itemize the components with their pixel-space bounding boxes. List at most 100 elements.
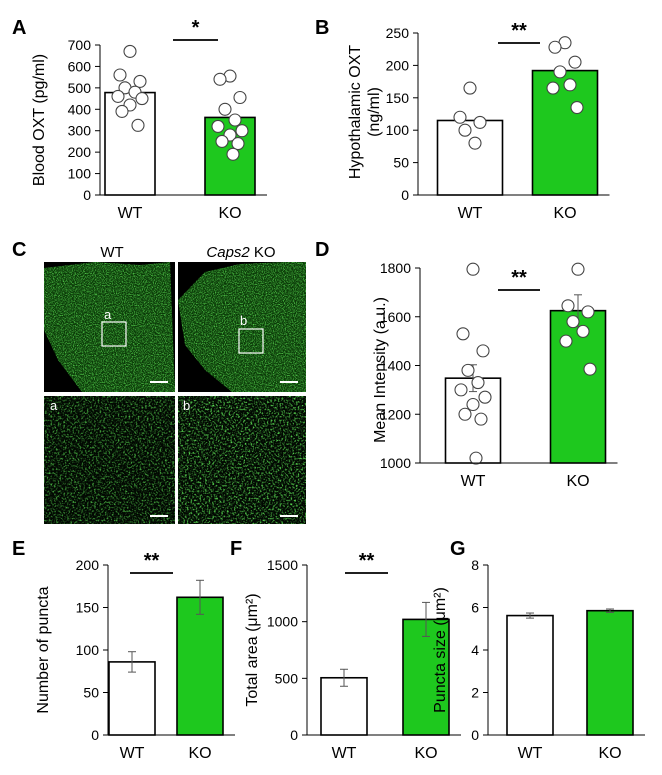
- data-point: [473, 115, 487, 129]
- inset-box-b: [238, 328, 264, 354]
- significance-marker: **: [144, 550, 160, 572]
- y-tick-label: 250: [386, 25, 410, 41]
- category-label-ko: KO: [566, 473, 589, 490]
- bar-ko: [402, 618, 450, 736]
- y-tick-label: 150: [386, 90, 410, 106]
- y-tick-label: 1000: [267, 614, 298, 630]
- data-point: [546, 81, 560, 95]
- scale-bar: [280, 515, 298, 517]
- y-tick-label: 1200: [380, 406, 411, 422]
- inset-box-a: [101, 321, 127, 347]
- bar-ko: [549, 309, 607, 464]
- data-point: [548, 40, 562, 54]
- data-point: [115, 104, 129, 118]
- scale-bar: [150, 381, 168, 383]
- y-tick-label: 6: [471, 600, 479, 616]
- chart-panel-e: E WT KO 0 50 100 150 200 Number of puncta **: [12, 538, 235, 762]
- y-tick-label: 50: [393, 155, 409, 171]
- category-label-wt: WT: [120, 745, 145, 762]
- y-tick-label: 400: [68, 101, 92, 117]
- y-tick-label: 1400: [380, 358, 411, 374]
- significance-marker: **: [511, 20, 527, 42]
- y-tick-label: 100: [76, 642, 100, 658]
- inset-label-b: b: [240, 313, 247, 328]
- y-axis-title: Puncta size (μm²): [432, 587, 449, 713]
- data-point: [226, 147, 240, 161]
- data-point: [456, 327, 470, 341]
- category-label-wt: WT: [461, 473, 486, 490]
- data-point: [553, 65, 567, 79]
- panel-c: C WT Caps2 KO a b: [12, 239, 306, 524]
- data-point: [453, 110, 467, 124]
- data-point: [583, 362, 597, 376]
- data-point: [566, 315, 580, 329]
- y-tick-label: 0: [83, 187, 91, 203]
- y-axis-title-line: (ng/ml): [366, 87, 383, 137]
- y-tick-label: 500: [68, 80, 92, 96]
- micrograph-wt-inset: a: [44, 396, 175, 524]
- significance-marker: **: [511, 267, 527, 289]
- bar-wt: [320, 676, 368, 736]
- category-label-wt: WT: [458, 205, 483, 222]
- data-point: [559, 334, 573, 348]
- y-axis-title: Mean Intensity (a.u.): [372, 297, 389, 443]
- y-axis-title: Number of puncta: [35, 586, 52, 713]
- panel-letter-g: G: [450, 538, 466, 560]
- data-point: [235, 124, 249, 138]
- data-point: [463, 81, 477, 95]
- data-point: [133, 74, 147, 88]
- data-point: [123, 44, 137, 58]
- micrograph-ko-inset: b: [178, 396, 306, 524]
- y-tick-label: 700: [68, 37, 92, 53]
- y-tick-label: 500: [275, 670, 299, 686]
- scale-bar: [150, 515, 168, 517]
- micrograph-column-label-ko: Caps2 KO: [206, 244, 275, 261]
- data-point: [215, 134, 229, 148]
- category-label-ko: KO: [598, 745, 621, 762]
- y-tick-label: 50: [83, 685, 99, 701]
- chart-panel-a: A WT KO 0 100 200 300 400 500 600 700 Blood OXT (pg…: [12, 17, 267, 222]
- micrograph-wt-overview: a: [44, 262, 175, 392]
- y-tick-label: 1800: [380, 260, 411, 276]
- bar-ko: [586, 609, 634, 736]
- panel-letter-b: B: [315, 17, 329, 39]
- y-tick-label: 1600: [380, 309, 411, 325]
- data-point: [466, 262, 480, 276]
- data-point: [213, 72, 227, 86]
- category-label-wt: WT: [118, 205, 143, 222]
- y-tick-label: 2: [471, 685, 479, 701]
- inset-label-a: a: [104, 307, 112, 322]
- data-point: [211, 119, 225, 133]
- y-tick-label: 200: [386, 57, 410, 73]
- bar-ko: [176, 596, 224, 736]
- data-point: [568, 55, 582, 69]
- y-tick-label: 0: [401, 187, 409, 203]
- data-point: [561, 299, 575, 313]
- y-tick-label: 0: [290, 727, 298, 743]
- data-point: [231, 137, 245, 151]
- bar-ko: [531, 69, 599, 196]
- y-tick-label: 100: [386, 122, 410, 138]
- data-point: [563, 78, 577, 92]
- inset-label-b-large: b: [183, 398, 190, 413]
- data-point: [581, 305, 595, 319]
- data-point: [228, 113, 242, 127]
- data-point: [468, 136, 482, 150]
- data-point: [131, 118, 145, 132]
- y-axis-title-line: Hypothalamic OXT: [347, 45, 364, 179]
- data-point: [454, 383, 468, 397]
- category-label-wt: WT: [332, 745, 357, 762]
- y-tick-label: 150: [76, 600, 100, 616]
- category-label-ko: KO: [414, 745, 437, 762]
- y-tick-label: 0: [91, 727, 99, 743]
- panel-letter-d: D: [315, 239, 329, 261]
- chart-panel-f: F WT KO 0 500 1000 1500 Total area (μm²) **: [230, 538, 461, 762]
- y-tick-label: 1500: [267, 557, 298, 573]
- y-tick-label: 200: [76, 557, 100, 573]
- data-point: [570, 100, 584, 115]
- y-tick-label: 100: [68, 166, 92, 182]
- data-point: [466, 397, 480, 412]
- data-point: [458, 407, 472, 421]
- chart-panel-g: G WT KO 0 2 4 6 8 Puncta size (μm²): [432, 538, 645, 762]
